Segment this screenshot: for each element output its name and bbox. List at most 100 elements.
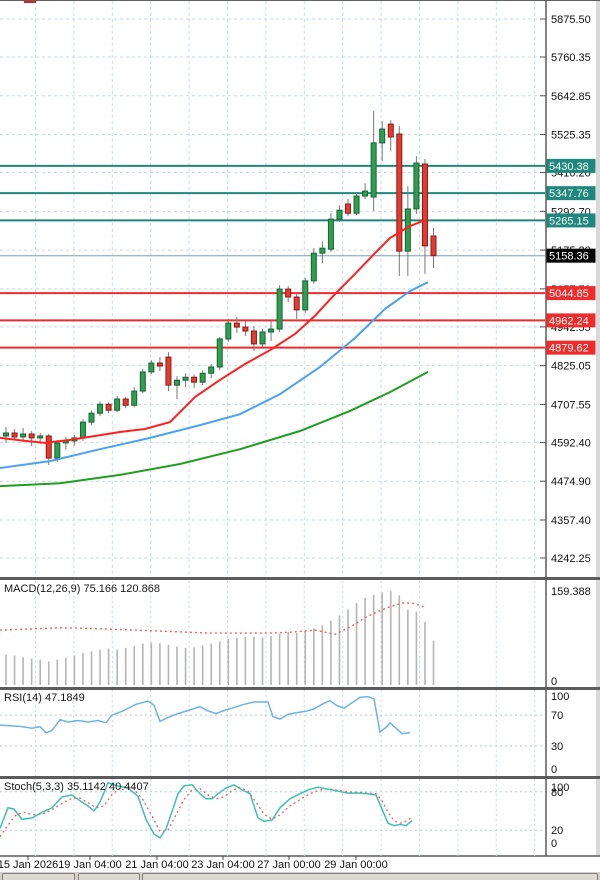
bear-candle [387, 123, 394, 138]
svg-text:100: 100 [551, 691, 569, 703]
bull-candle [114, 398, 121, 411]
svg-text:19 Jan 04:00: 19 Jan 04:00 [58, 859, 122, 871]
resistance-price-badge [546, 158, 596, 173]
bear-candle [396, 133, 403, 252]
bear-candle [250, 330, 257, 345]
bull-candle [268, 328, 275, 333]
bull-candle [139, 371, 146, 392]
svg-text:5875.50: 5875.50 [551, 14, 591, 26]
svg-text:5044.85: 5044.85 [549, 288, 589, 300]
bear-candle [191, 376, 198, 383]
bear-candle [345, 203, 351, 214]
support-price-badge [546, 286, 596, 301]
svg-text:4825.05: 4825.05 [551, 361, 591, 373]
svg-text:20: 20 [551, 825, 563, 837]
bull-candle [182, 376, 189, 381]
macd-signal-line [0, 602, 427, 636]
bear-candle [293, 296, 300, 311]
bear-candle [156, 362, 163, 367]
bull-candle [3, 432, 9, 437]
bear-candle [242, 326, 249, 332]
chart-tab-2[interactable] [78, 873, 140, 880]
chart-tab-1[interactable] [2, 873, 75, 880]
bull-candle [225, 322, 232, 340]
svg-text:4474.90: 4474.90 [551, 476, 591, 488]
svg-text:4592.40: 4592.40 [551, 437, 591, 449]
bull-candle [319, 247, 326, 254]
bear-candle [122, 398, 129, 406]
bear-candle [430, 235, 437, 257]
support-price-badge [546, 313, 596, 328]
bull-candle [362, 190, 369, 197]
support-price-badge [546, 340, 596, 355]
candles [3, 110, 437, 466]
svg-text:29 Jan 00:00: 29 Jan 00:00 [324, 859, 388, 871]
bull-candle [336, 209, 343, 220]
ma-slow-green [0, 371, 429, 488]
bull-candle [208, 366, 215, 374]
bull-candle [353, 195, 360, 214]
bull-candle [88, 412, 95, 423]
bull-candle [199, 372, 206, 383]
svg-text:80: 80 [551, 787, 563, 799]
svg-text:70: 70 [551, 710, 563, 722]
bull-candle [276, 288, 283, 330]
bull-candle [302, 280, 309, 311]
bull-candle [327, 218, 334, 250]
bear-candle [28, 433, 35, 439]
bull-candle [131, 390, 138, 406]
rsi-line [0, 695, 411, 735]
svg-text:5265.15: 5265.15 [549, 215, 589, 227]
svg-text:5430.38: 5430.38 [549, 161, 589, 173]
time-axis: 15 Jan 2026 19 Jan 04:00 21 Jan 04:00 23 Ja… [0, 856, 388, 871]
svg-text:5642.85: 5642.85 [551, 91, 591, 103]
bull-candle [216, 338, 223, 368]
panel-divider [0, 776, 600, 779]
bull-candle [54, 442, 61, 459]
svg-text:30: 30 [551, 741, 563, 753]
bear-candle [165, 356, 172, 386]
chart-tab-3[interactable] [142, 873, 598, 880]
bear-candle [105, 403, 112, 411]
svg-text:100: 100 [551, 782, 569, 794]
panel-divider [0, 687, 600, 690]
ma-mid-blue [0, 281, 429, 469]
macd-panel: 159.388 0 [0, 581, 591, 688]
svg-text:5525.35: 5525.35 [551, 130, 591, 142]
bull-candle [97, 403, 104, 414]
panel-divider [0, 577, 600, 580]
svg-text:5760.35: 5760.35 [551, 52, 591, 64]
bull-candle [413, 162, 420, 210]
svg-text:159.388: 159.388 [551, 586, 591, 598]
bull-candle [174, 379, 180, 386]
svg-text:5158.36: 5158.36 [549, 251, 589, 263]
level-lines [0, 164, 545, 349]
resistance-price-badge [546, 186, 596, 201]
top-red-mark [24, 1, 36, 3]
bull-candle [148, 362, 155, 373]
main-grid [0, 1, 545, 577]
svg-text:27 Jan 00:00: 27 Jan 00:00 [257, 859, 321, 871]
bear-candle [45, 435, 52, 459]
bull-candle [310, 252, 317, 282]
svg-text:4879.62: 4879.62 [549, 343, 589, 355]
svg-text:0: 0 [551, 764, 557, 776]
svg-text:4962.24: 4962.24 [549, 315, 589, 327]
resistance-price-badge [546, 213, 596, 228]
svg-text:0: 0 [551, 676, 557, 688]
bear-candle [285, 288, 292, 298]
bear-candle [421, 163, 428, 247]
svg-text:4242.25: 4242.25 [551, 553, 591, 565]
bull-candle [370, 142, 377, 198]
ma-lines [0, 219, 429, 488]
bull-candle [259, 331, 266, 345]
stoch-k-line [0, 781, 413, 839]
bull-candle [79, 421, 86, 439]
svg-text:4357.40: 4357.40 [551, 515, 591, 527]
bear-candle [11, 432, 18, 438]
current-price-badge [546, 248, 596, 263]
svg-text:5347.76: 5347.76 [549, 188, 589, 200]
